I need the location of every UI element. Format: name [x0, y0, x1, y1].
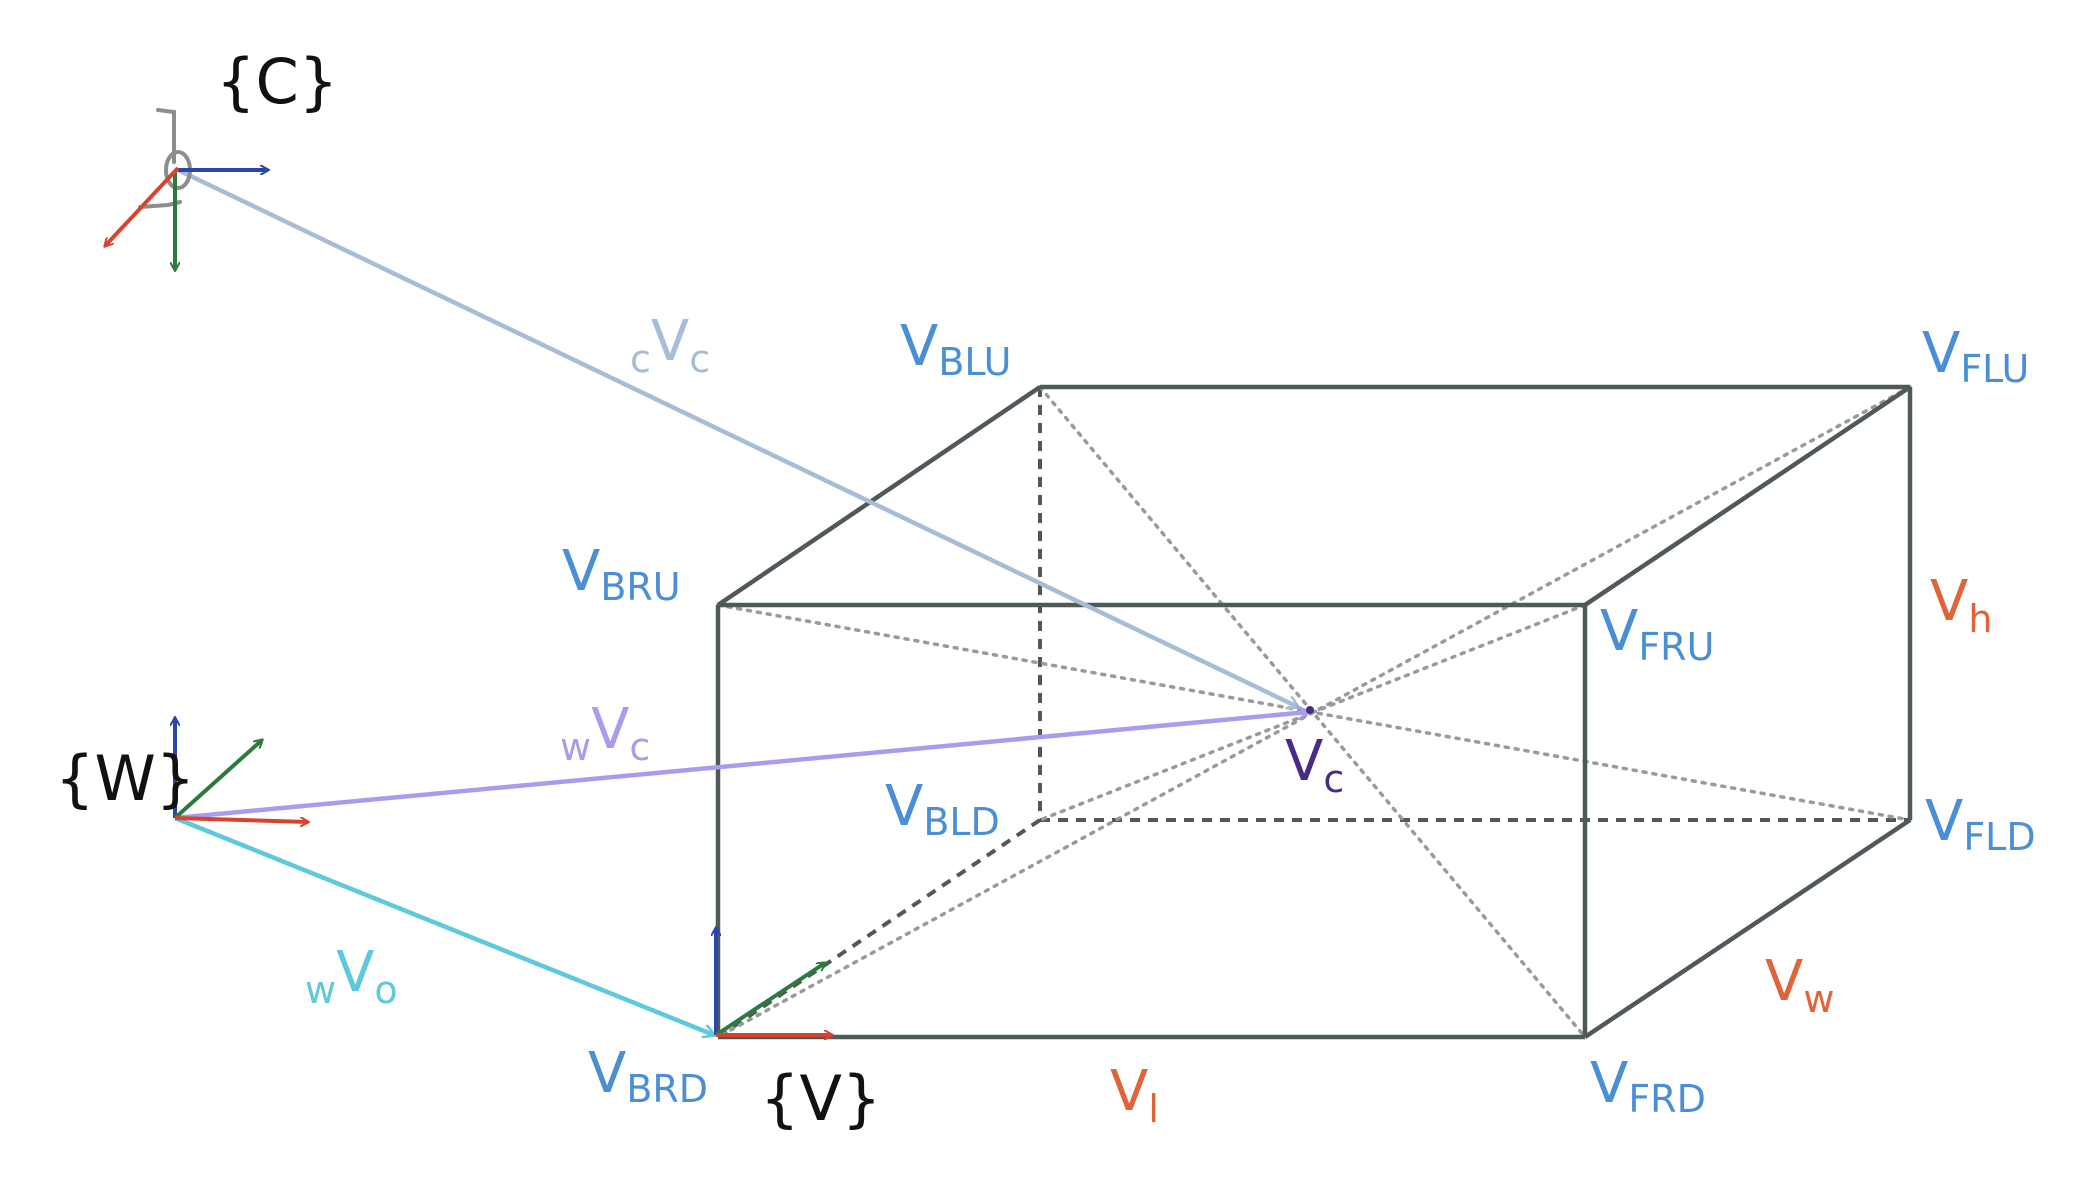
- vertex-label-brd: VBRD: [588, 1041, 708, 1111]
- vertex-label-fru: VFRU: [1600, 599, 1714, 669]
- vehicle-frame-label: {V}: [760, 1062, 881, 1135]
- camera-axis-x: [105, 166, 180, 246]
- edge-bld-brd: [716, 818, 1042, 1039]
- center-label: Vc: [1285, 729, 1344, 801]
- camera-icon: [138, 108, 192, 209]
- vertex-labels: VBLU VFLU VBRU VFRU VBLD VFLD VBRD VFRD: [562, 314, 2036, 1121]
- vertex-label-bru: VBRU: [562, 539, 681, 609]
- vertex-label-blu: VBLU: [900, 314, 1011, 384]
- edge-frd-fld: [1583, 818, 1912, 1039]
- vehicle-axis-y: [714, 963, 825, 1037]
- dimension-label-height: Vh: [1930, 569, 1992, 641]
- vector-camera-to-center: [177, 167, 1298, 707]
- vertex-label-bld: VBLD: [885, 774, 1000, 844]
- vertex-label-frd: VFRD: [1590, 1051, 1706, 1121]
- dimension-label-width: Vw: [1765, 949, 1834, 1021]
- world-frame: {W}: [55, 718, 308, 822]
- vector-label-world-to-origin: wVo: [305, 940, 398, 1012]
- camera-frame: {C}: [105, 45, 338, 270]
- camera-frame-label: {C}: [216, 45, 338, 118]
- vertex-label-flu: VFLU: [1922, 321, 2029, 391]
- vertex-label-fld: VFLD: [1925, 789, 2036, 859]
- edge-flu-fru: [1583, 385, 1912, 607]
- vehicle-frame: {V}: [716, 928, 881, 1135]
- edge-blu-bru: [716, 385, 1042, 607]
- world-axis-y: [173, 740, 262, 820]
- dimension-labels: Vh Vw Vl: [1110, 569, 1992, 1131]
- diagonal-bru-fld: [716, 603, 1912, 822]
- box-center-point: [1306, 706, 1314, 714]
- world-axis-x: [174, 816, 308, 822]
- vector-label-camera-to-center: cVc: [630, 309, 710, 381]
- vector-label-world-to-center: wVc: [560, 697, 650, 769]
- vector-world-to-center: [174, 712, 1308, 821]
- dimension-label-length: Vl: [1110, 1059, 1159, 1131]
- world-frame-label: {W}: [55, 742, 195, 815]
- vector-world-to-origin: [174, 815, 714, 1035]
